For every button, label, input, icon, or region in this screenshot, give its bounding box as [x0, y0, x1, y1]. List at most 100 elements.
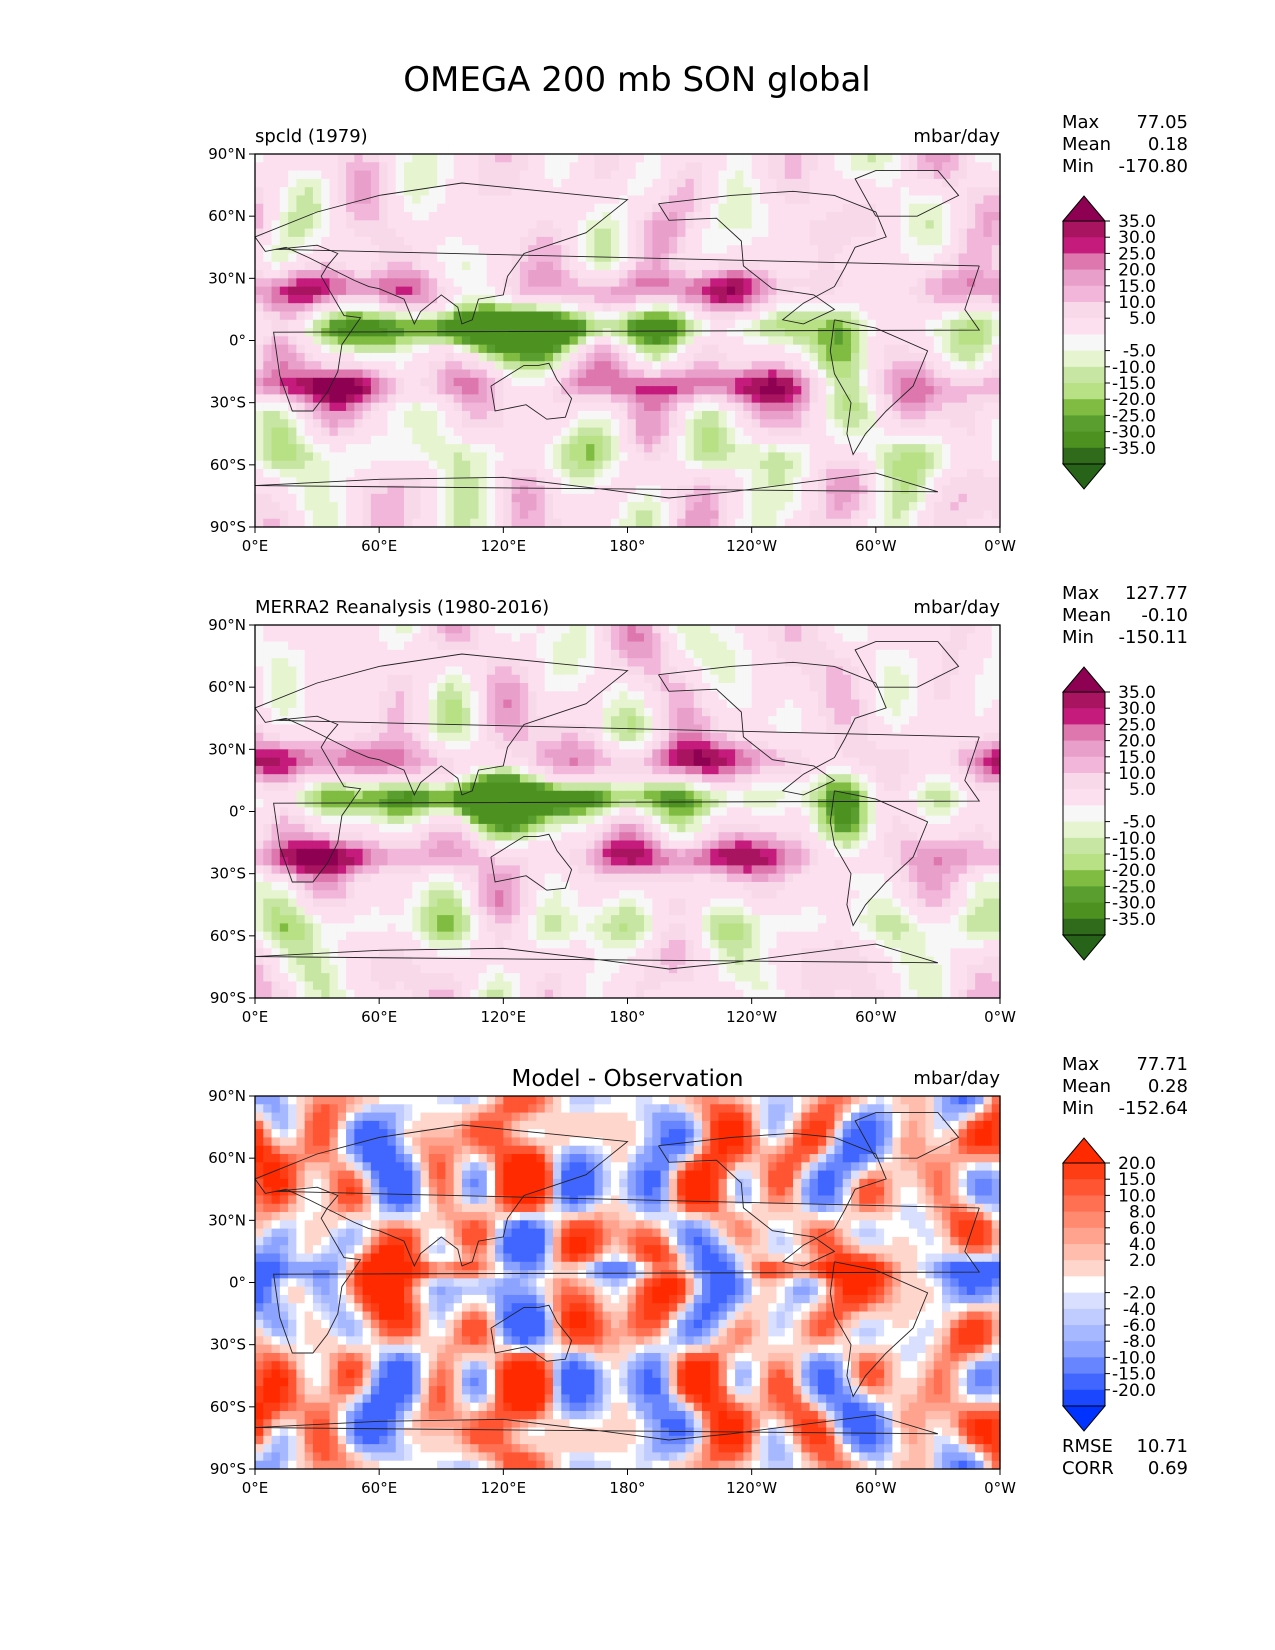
field-cell: [412, 402, 422, 412]
field-cell: [892, 625, 902, 634]
field-cell: [296, 369, 306, 379]
field-cell: [710, 410, 720, 420]
field-cell: [379, 394, 389, 404]
field-cell: [784, 502, 794, 512]
field-cell: [966, 311, 976, 321]
field-cell: [346, 402, 355, 412]
field-cell: [387, 427, 397, 437]
field-cell: [975, 485, 985, 495]
field-cell: [412, 236, 422, 246]
field-cell: [950, 658, 960, 668]
field-cell: [602, 369, 612, 379]
field-cell: [561, 649, 571, 659]
field-cell: [751, 228, 761, 238]
field-cell: [569, 178, 579, 188]
field-cell: [817, 493, 827, 503]
field-cell: [933, 261, 943, 271]
field-cell: [255, 444, 264, 453]
field-cell: [867, 485, 877, 495]
field-cell: [544, 369, 554, 379]
field-cell: [453, 195, 463, 205]
field-cell: [925, 236, 935, 246]
field-cell: [726, 253, 736, 263]
field-cell: [759, 170, 769, 180]
field-cell: [346, 319, 355, 329]
field-cell: [478, 369, 488, 379]
field-cell: [395, 286, 405, 296]
field-cell: [619, 625, 629, 634]
field-cell: [354, 468, 364, 478]
field-cell: [495, 336, 504, 346]
field-cell: [677, 369, 687, 379]
field-cell: [801, 444, 811, 453]
field-cell: [958, 485, 968, 495]
field-cell: [271, 178, 281, 188]
field-cell: [685, 633, 695, 643]
field-cell: [478, 468, 488, 478]
field-cell: [271, 649, 281, 659]
field-cell: [801, 336, 811, 346]
field-cell: [528, 154, 538, 163]
field-cell: [561, 319, 571, 329]
field-cell: [917, 303, 927, 313]
field-cell: [942, 518, 951, 528]
field-cell: [908, 278, 918, 288]
field-cell: [362, 518, 372, 528]
field-cell: [693, 352, 703, 362]
field-cell: [561, 377, 571, 387]
field-cell: [851, 170, 860, 180]
field-cell: [776, 311, 786, 321]
field-cell: [569, 477, 579, 487]
field-cell: [602, 691, 612, 701]
field-cell: [619, 683, 629, 692]
field-cell: [453, 419, 463, 429]
field-cell: [404, 212, 413, 221]
field-cell: [461, 228, 471, 238]
field-cell: [379, 633, 389, 643]
field-cell: [536, 178, 546, 188]
field-cell: [370, 319, 380, 329]
field-cell: [594, 493, 604, 503]
field-cell: [288, 394, 297, 404]
field-cell: [594, 410, 604, 420]
field-cell: [486, 162, 496, 172]
field-cell: [784, 361, 794, 371]
field-cell: [859, 666, 869, 676]
field-cell: [801, 649, 811, 659]
field-cell: [842, 641, 852, 651]
field-cell: [867, 195, 877, 205]
field-cell: [693, 477, 703, 487]
colorbar-bin: [1063, 285, 1105, 303]
field-cell: [809, 352, 819, 362]
field-cell: [370, 502, 380, 512]
field-cell: [279, 361, 289, 371]
field-cell: [404, 674, 413, 684]
field-cell: [577, 510, 587, 520]
field-cell: [577, 328, 587, 337]
field-cell: [346, 195, 355, 205]
field-cell: [528, 510, 538, 520]
field-cell: [950, 361, 960, 371]
field-cell: [362, 402, 372, 412]
field-cell: [486, 270, 496, 279]
field-cell: [660, 187, 670, 197]
field-cell: [759, 369, 769, 379]
field-cell: [304, 286, 314, 296]
field-cell: [412, 485, 422, 495]
field-cell: [312, 468, 322, 478]
field-cell: [826, 468, 836, 478]
field-cell: [561, 419, 571, 429]
colorbar-bin: [1063, 399, 1105, 416]
field-cell: [271, 633, 281, 643]
field-cell: [296, 162, 306, 172]
field-cell: [851, 228, 860, 238]
field-cell: [751, 674, 761, 684]
field-cell: [594, 195, 604, 205]
field-cell: [470, 236, 480, 246]
field-cell: [784, 649, 794, 659]
field-cell: [859, 344, 869, 354]
field-cell: [445, 435, 455, 445]
field-cell: [776, 195, 786, 205]
field-cell: [304, 319, 314, 329]
field-cell: [735, 427, 744, 437]
